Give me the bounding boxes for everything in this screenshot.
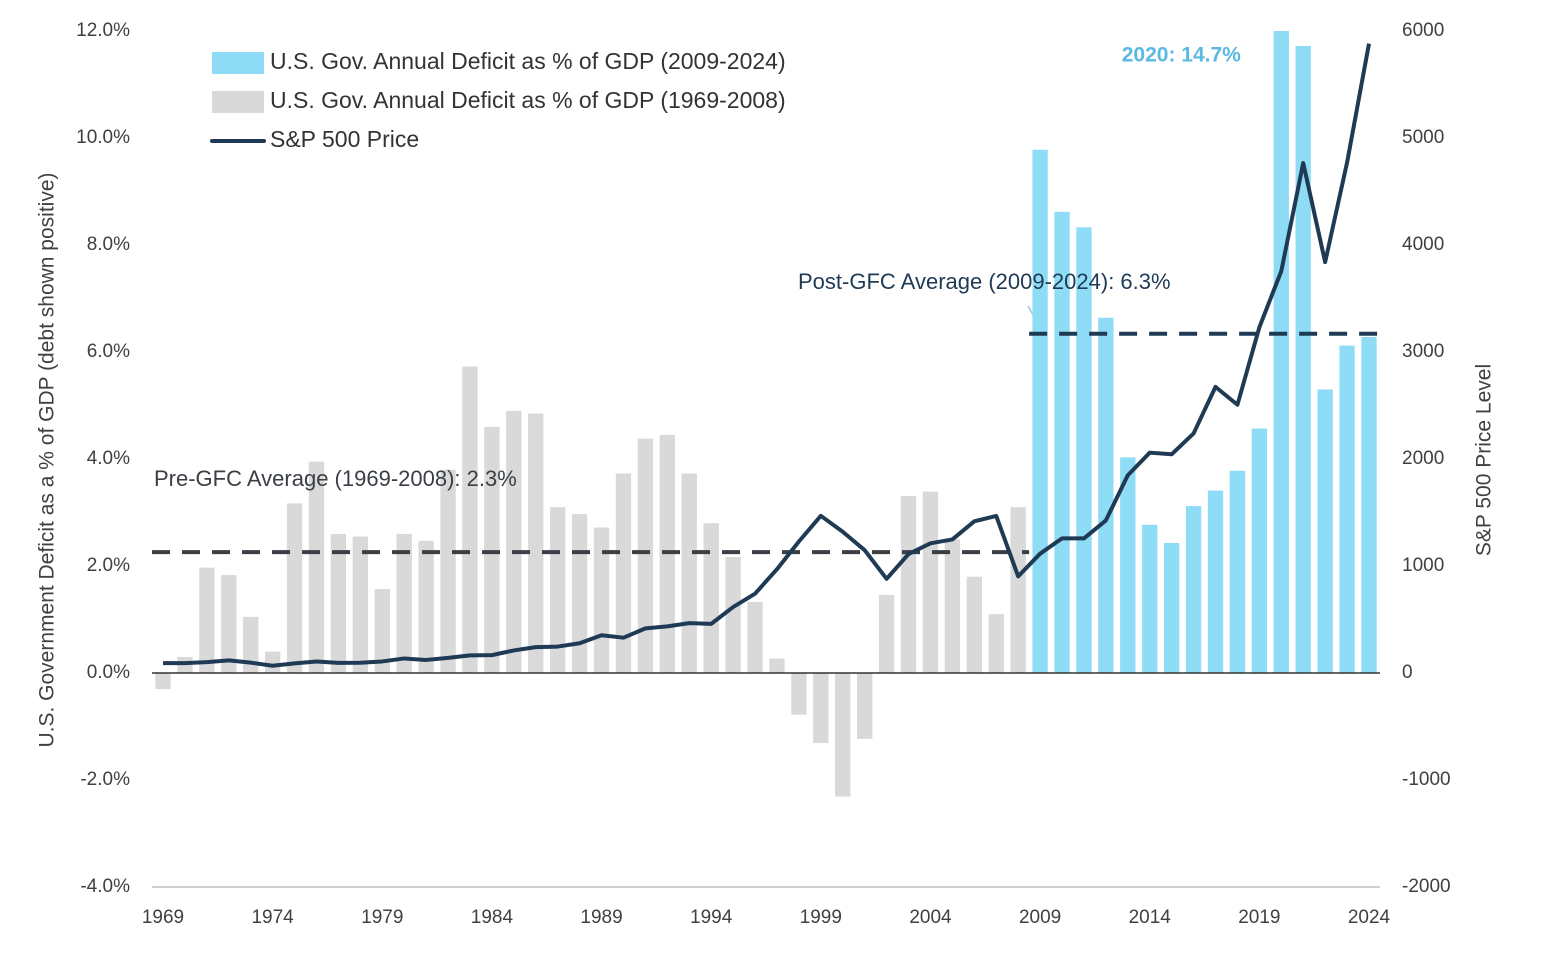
bar: [856, 673, 873, 739]
bar: [418, 540, 434, 673]
bar: [1229, 470, 1246, 673]
y-tick-label: -2.0%: [80, 769, 130, 790]
bar: [1032, 149, 1048, 673]
x-tick-label: 2014: [1129, 907, 1172, 928]
bar: [988, 614, 1004, 673]
bar: [396, 533, 412, 673]
x-tick-label: 1969: [142, 907, 184, 928]
y2-tick-label: 3000: [1402, 341, 1444, 362]
bar: [462, 366, 478, 673]
x-tick-label: 1979: [361, 907, 403, 928]
line-series: [163, 43, 1371, 668]
bar: [1273, 31, 1289, 674]
bar: [769, 658, 785, 673]
y-axis-title: U.S. Government Deficit as a % of GDP (d…: [36, 172, 59, 747]
y-tick-label: 12.0%: [76, 20, 130, 41]
legend-label: U.S. Gov. Annual Deficit as % of GDP (19…: [270, 87, 786, 113]
bar: [1251, 428, 1268, 673]
bar: [330, 533, 347, 673]
bar: [1010, 507, 1026, 673]
legend-swatch: [212, 52, 264, 74]
annotation: Pre-GFC Average (1969-2008): 2.3%: [154, 466, 517, 491]
bar: [1120, 457, 1136, 673]
x-tick-label: 1994: [690, 907, 733, 928]
y-tick-label: 2.0%: [87, 555, 130, 576]
bar: [1207, 490, 1224, 673]
bar: [528, 413, 544, 673]
legend-label: S&P 500 Price: [270, 126, 419, 152]
bar: [1163, 542, 1180, 673]
bar: [484, 426, 500, 673]
bar: [725, 556, 741, 673]
bar: [264, 651, 281, 673]
bar: [243, 616, 259, 673]
y2-tick-label: 4000: [1402, 234, 1444, 255]
legend-swatch: [212, 91, 264, 113]
x-tick-label: 1974: [251, 907, 294, 928]
bar: [374, 589, 390, 673]
y2-tick-label: -1000: [1402, 769, 1451, 790]
y-tick-label: 10.0%: [76, 127, 130, 148]
y2-tick-label: 6000: [1402, 20, 1444, 41]
bar: [1361, 337, 1377, 673]
bar: [1185, 506, 1202, 673]
bar: [966, 576, 982, 673]
y2-axis-title: S&P 500 Price Level: [1473, 364, 1496, 556]
value-label: 2020: 14.7%: [1122, 44, 1241, 67]
y2-tick-label: 2000: [1402, 448, 1444, 469]
bar: [835, 673, 851, 797]
bar: [900, 495, 917, 673]
bar: [593, 527, 610, 673]
bar: [791, 673, 807, 715]
y-tick-label: 6.0%: [87, 341, 130, 362]
bar: [878, 594, 895, 673]
bar: [1076, 227, 1092, 673]
y2-tick-label: 5000: [1402, 127, 1444, 148]
y2-tick-label: -2000: [1402, 876, 1451, 897]
bar: [199, 567, 215, 673]
bar: [813, 673, 829, 744]
y2-tick-label: 0: [1402, 662, 1413, 683]
bar: [637, 438, 654, 673]
annotation: Post-GFC Average (2009-2024): 6.3%: [798, 269, 1171, 294]
bar: [440, 469, 456, 673]
bar: [1142, 524, 1158, 673]
bar: [571, 514, 588, 673]
bar: [155, 673, 171, 690]
bar: [1098, 317, 1114, 673]
x-tick-label: 1984: [471, 907, 514, 928]
legend-label: U.S. Gov. Annual Deficit as % of GDP (20…: [270, 48, 786, 74]
x-tick-label: 1989: [580, 907, 622, 928]
x-tick-label: 2019: [1238, 907, 1280, 928]
y2-tick-label: 1000: [1402, 555, 1444, 576]
bar: [681, 473, 697, 673]
bar: [944, 539, 961, 673]
bar: [286, 503, 303, 673]
y-tick-label: 4.0%: [87, 448, 130, 469]
bar: [1339, 345, 1355, 673]
bar: [506, 410, 522, 673]
x-tick-label: 2024: [1348, 907, 1391, 928]
bar: [1054, 211, 1070, 673]
bar: [1295, 45, 1311, 674]
bar: [550, 507, 566, 673]
y-tick-label: 8.0%: [87, 234, 130, 255]
bar: [922, 491, 939, 673]
bar: [1317, 389, 1333, 673]
y-tick-label: 0.0%: [87, 662, 130, 683]
bar: [352, 536, 369, 673]
bar: [308, 461, 325, 673]
bar: [615, 473, 632, 673]
plot-area: [155, 31, 1377, 797]
bar: [703, 523, 719, 673]
bar: [221, 575, 237, 673]
x-tick-label: 1999: [800, 907, 842, 928]
y-tick-label: -4.0%: [80, 876, 130, 897]
bar: [747, 601, 763, 673]
x-tick-label: 2009: [1019, 907, 1061, 928]
x-tick-label: 2004: [909, 907, 952, 928]
